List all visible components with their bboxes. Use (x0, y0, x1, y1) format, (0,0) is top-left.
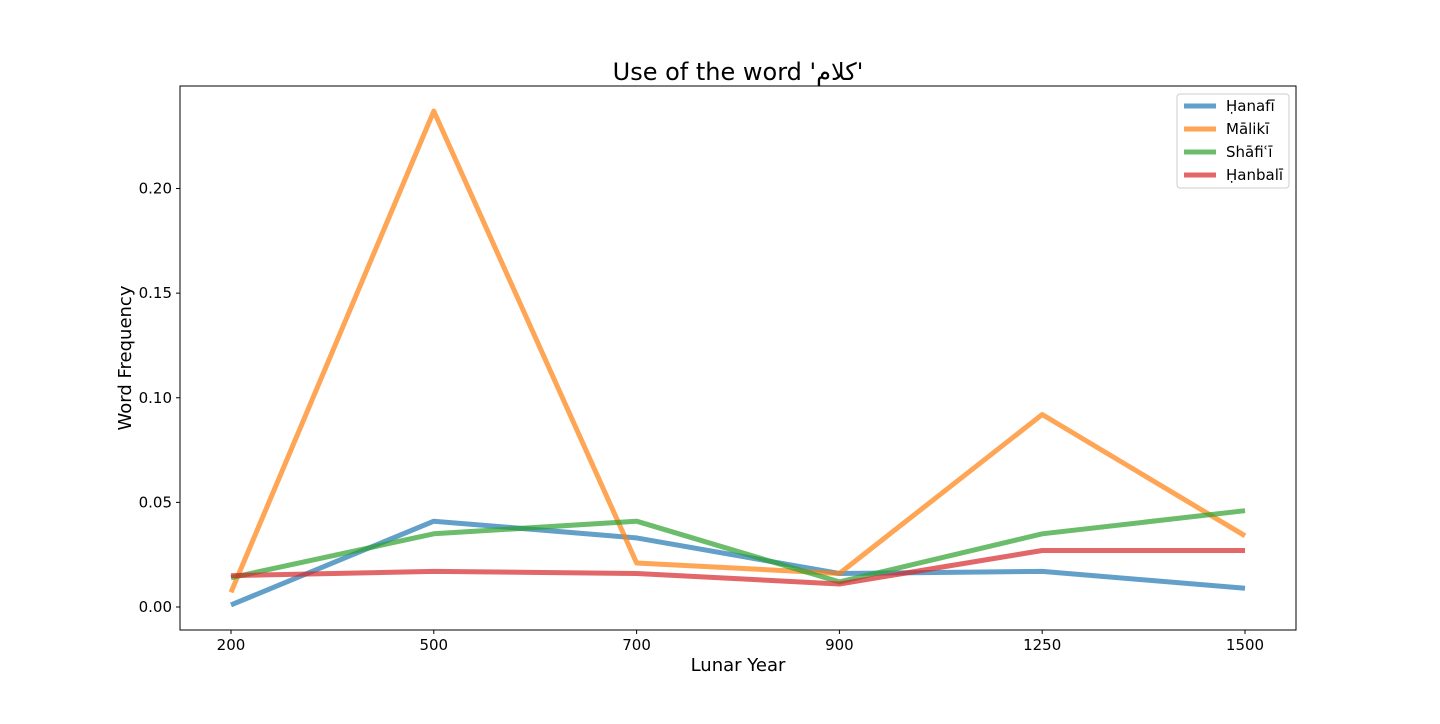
legend-label: Ḥanafī (1226, 97, 1275, 115)
legend-label: Mālikī (1226, 120, 1270, 138)
x-tick-label: 1250 (1023, 636, 1061, 654)
legend-label: Ḥanbalī (1226, 166, 1284, 184)
legend: Ḥanafī Mālikī Shāfiʿī Ḥanbalī (1176, 93, 1290, 189)
x-axis: 200 500 700 900 1250 1500 (217, 630, 1264, 654)
y-tick-label: 0.10 (139, 389, 172, 407)
series-line-2 (230, 508, 1246, 585)
x-tick-label: 500 (419, 636, 448, 654)
y-tick-label: 0.15 (139, 284, 172, 302)
series-line-3 (230, 548, 1245, 587)
series-line-1 (228, 108, 1247, 594)
y-tick-label: 0.05 (139, 493, 172, 511)
legend-box (1176, 93, 1290, 189)
legend-label: Shāfiʿī (1226, 143, 1273, 161)
y-tick-label: 0.00 (139, 598, 172, 616)
x-tick-label: 1500 (1226, 636, 1264, 654)
y-axis-label: Word Frequency (115, 285, 136, 430)
y-tick-label: 0.20 (139, 180, 172, 198)
series-layer (228, 108, 1247, 608)
x-tick-label: 200 (217, 636, 246, 654)
x-tick-label: 900 (825, 636, 854, 654)
chart-title: Use of the word 'كلام' (613, 58, 864, 86)
x-tick-label: 700 (622, 636, 651, 654)
y-axis: 0.00 0.05 0.10 0.15 0.20 (139, 180, 180, 616)
plot-frame (179, 85, 1297, 631)
x-axis-label: Lunar Year (691, 655, 786, 676)
series-line-0 (230, 518, 1246, 608)
